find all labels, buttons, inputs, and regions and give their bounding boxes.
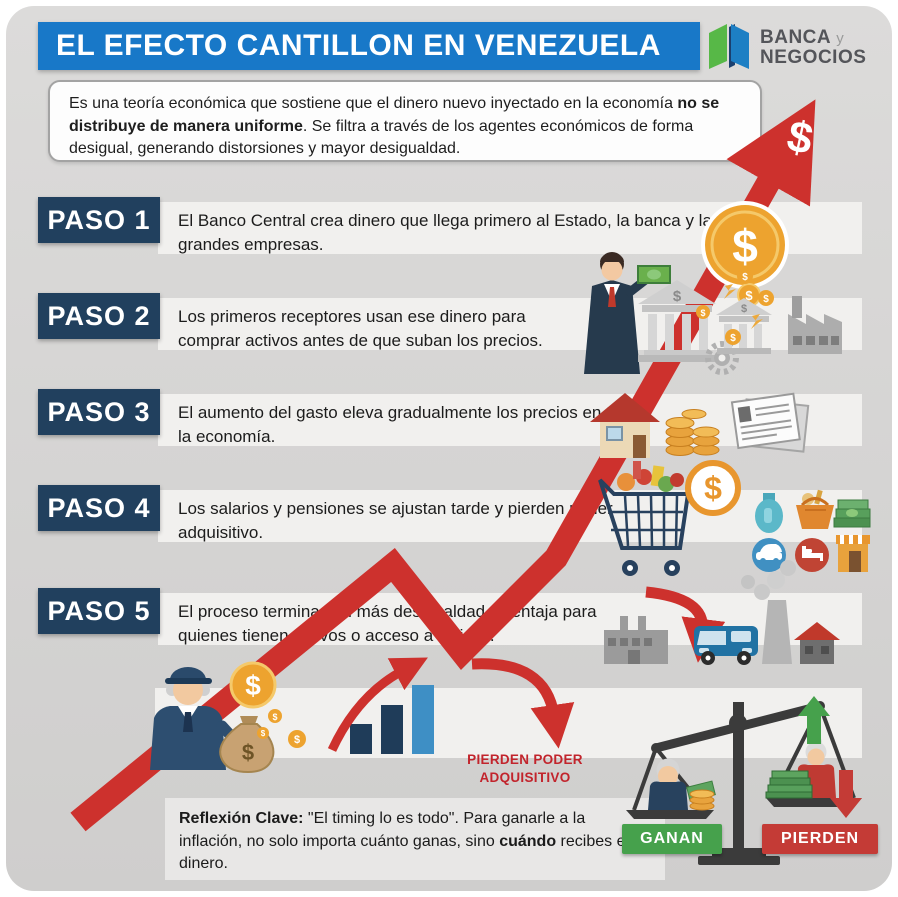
step-text-1: El Banco Central crea dinero que llega p… bbox=[178, 211, 721, 255]
page-title: EL EFECTO CANTILLON EN VENEZUELA bbox=[56, 29, 661, 62]
step-text-2: Los primeros receptores usan ese dinero … bbox=[178, 307, 543, 351]
step-row-5: PASO 5 El proceso termina con más desigu… bbox=[38, 588, 862, 647]
step-badge-1: PASO 1 bbox=[38, 197, 160, 243]
title-bar: EL EFECTO CANTILLON EN VENEZUELA bbox=[38, 22, 700, 70]
step-row-4: PASO 4 Los salarios y pensiones se ajust… bbox=[38, 485, 862, 544]
step-badge-4: PASO 4 bbox=[38, 485, 160, 531]
step-text-5: El proceso termina con más desigualdad y… bbox=[178, 602, 597, 646]
losers-caption: PIERDEN PODER ADQUISITIVO bbox=[467, 752, 583, 785]
brand-logo-text: BANCA y NEGOCIOS bbox=[760, 28, 866, 68]
intro-text: Es una teoría económica que sostiene que… bbox=[69, 95, 720, 158]
brand-word-y: y bbox=[836, 30, 845, 48]
step-row-3: PASO 3 El aumento del gasto eleva gradua… bbox=[38, 389, 862, 448]
step-text-3: El aumento del gasto eleva gradualmente … bbox=[178, 403, 640, 447]
intro-box: Es una teoría económica que sostiene que… bbox=[48, 80, 762, 162]
losers-label: PIERDEN bbox=[762, 824, 878, 854]
step-badge-3: PASO 3 bbox=[38, 389, 160, 435]
brand-logo-icon bbox=[709, 24, 749, 69]
step-row-2: PASO 2 Los primeros receptores usan ese … bbox=[38, 293, 862, 352]
brand-logo: BANCA y NEGOCIOS bbox=[706, 18, 886, 78]
reflection-text: Reflexión Clave: "El timing lo es todo".… bbox=[179, 810, 630, 873]
brand-word-1: BANCA bbox=[760, 27, 831, 49]
step-badge-5: PASO 5 bbox=[38, 588, 160, 634]
brand-word-2: NEGOCIOS bbox=[760, 47, 867, 68]
step-row-1: PASO 1 El Banco Central crea dinero que … bbox=[38, 197, 862, 256]
step-badge-2: PASO 2 bbox=[38, 293, 160, 339]
row-strip bbox=[155, 688, 862, 758]
reflection-box: Reflexión Clave: "El timing lo es todo".… bbox=[165, 798, 665, 880]
winners-label: GANAN bbox=[622, 824, 722, 854]
step-text-4: Los salarios y pensiones se ajustan tard… bbox=[178, 499, 613, 543]
